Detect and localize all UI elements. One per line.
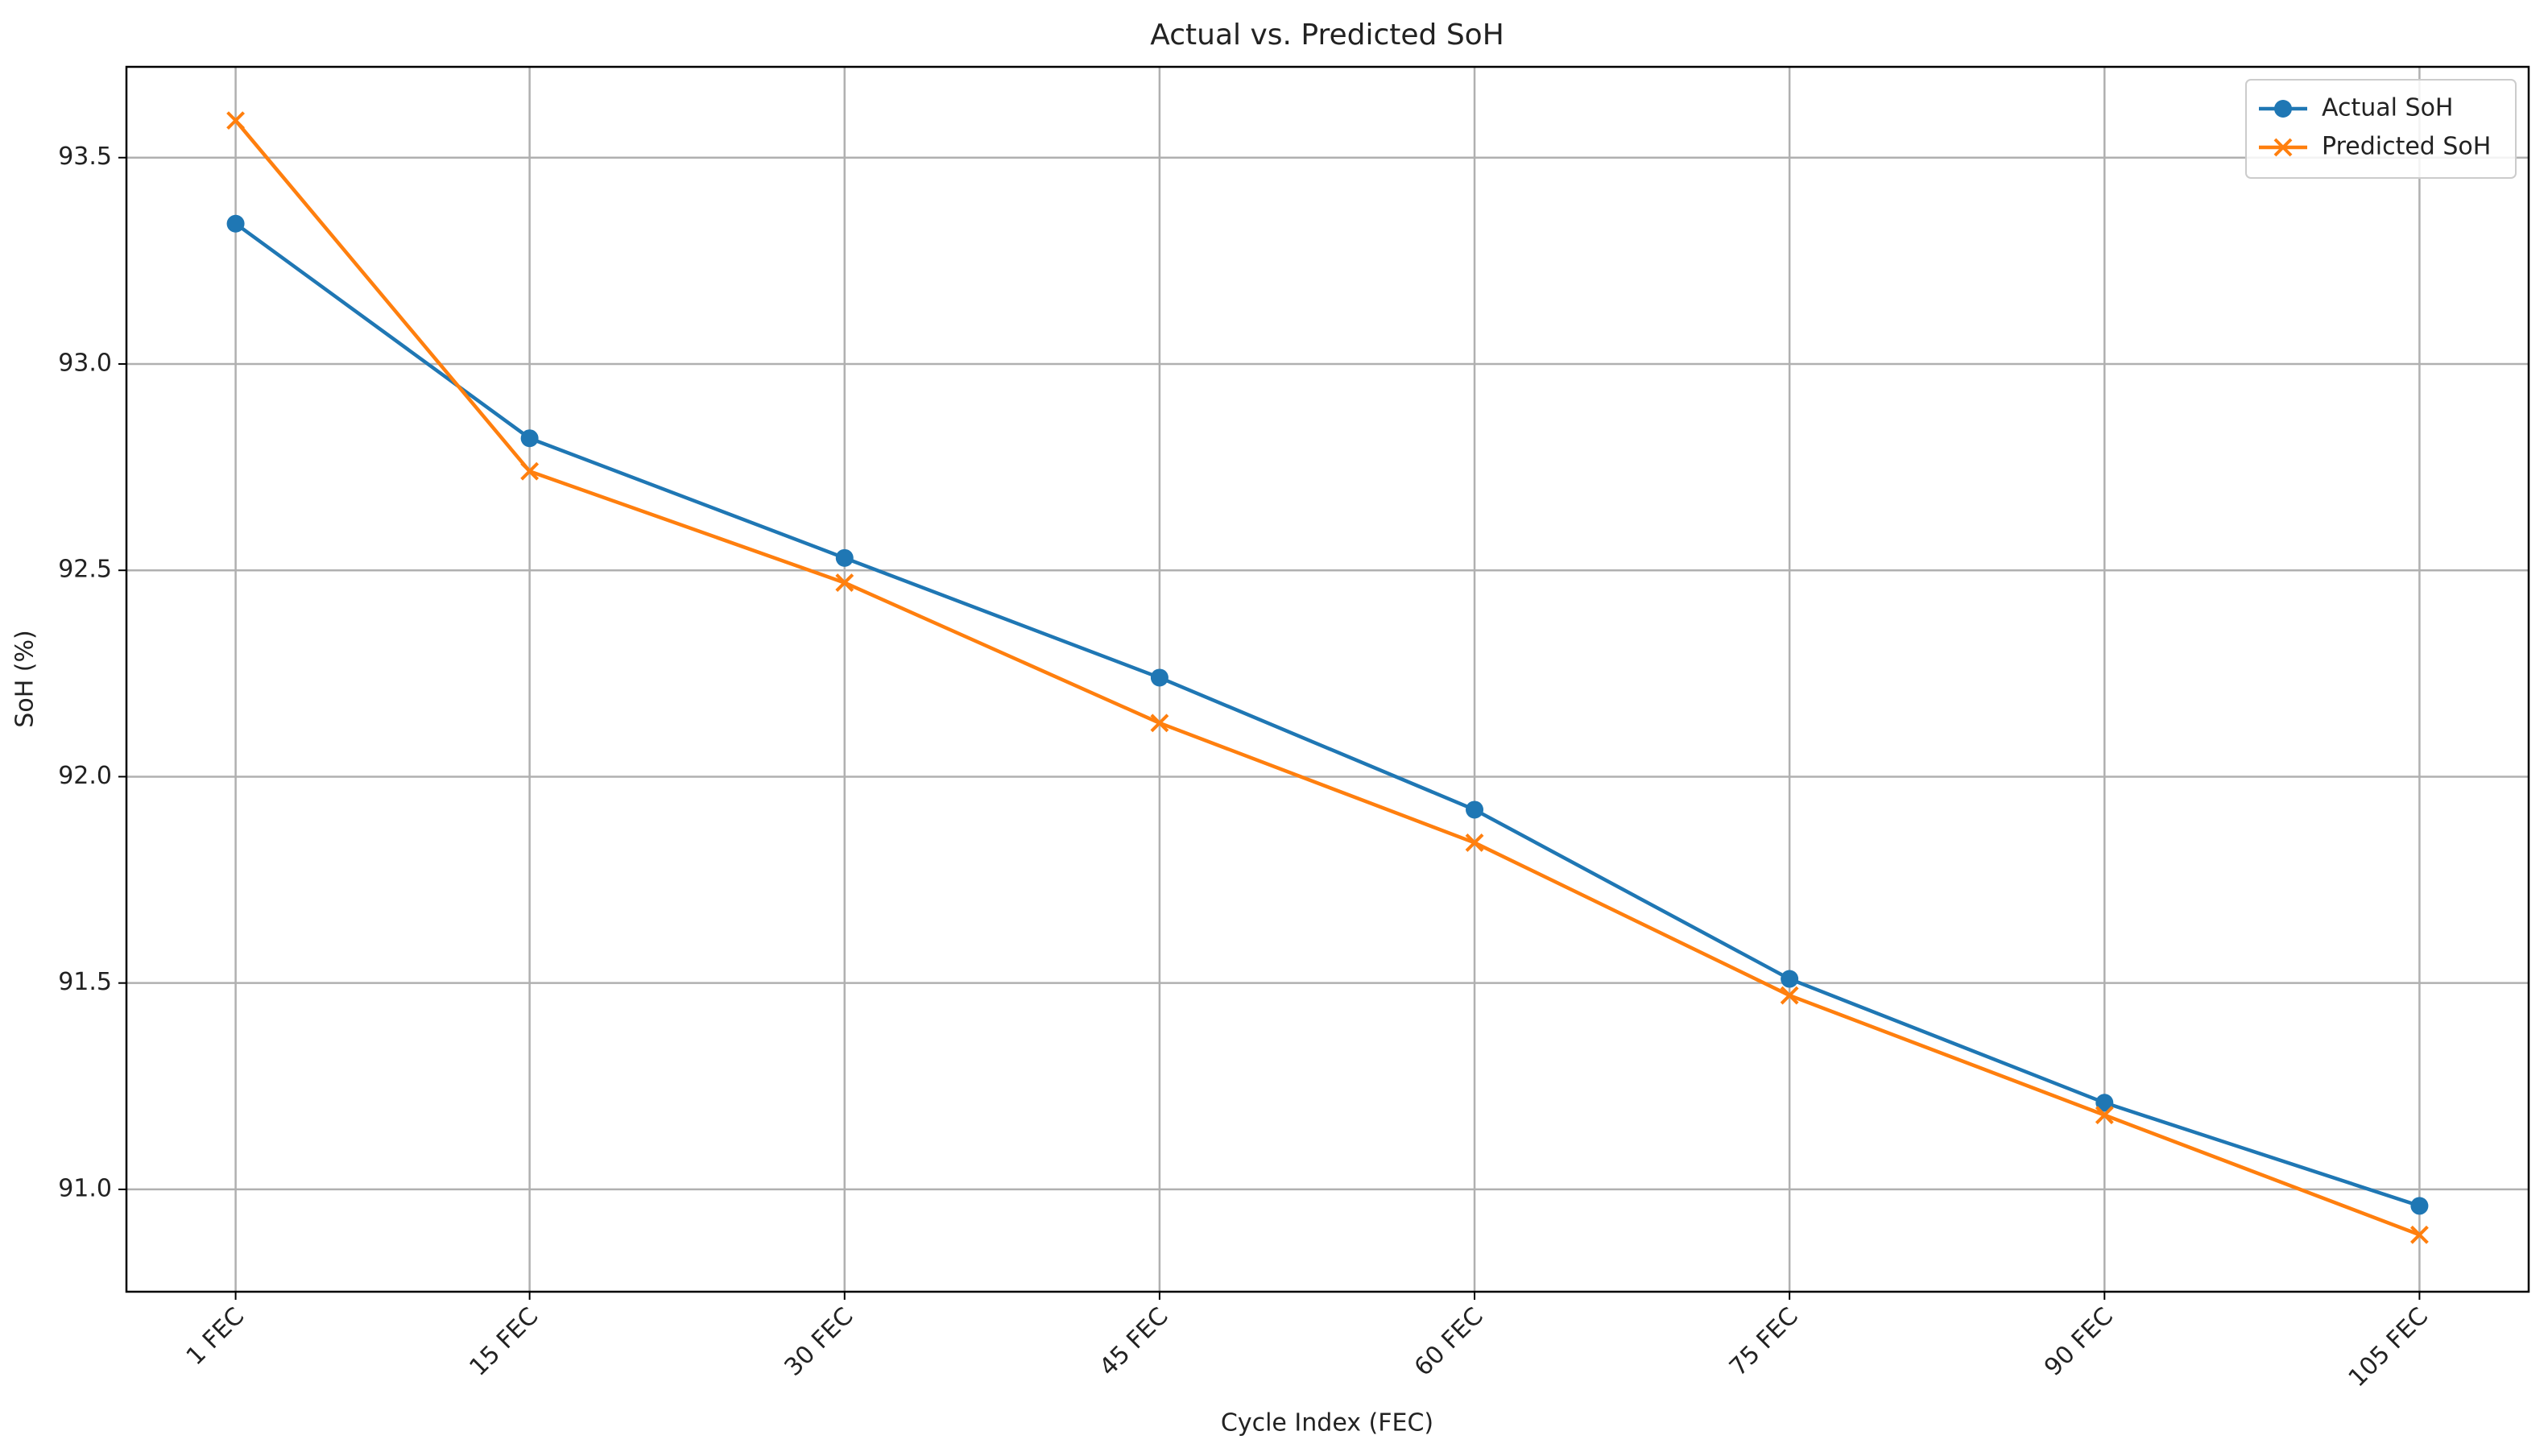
x-tick-label: 45 FEC: [1094, 1302, 1174, 1382]
marker: [226, 214, 245, 233]
legend-box: [2245, 79, 2517, 179]
y-tick-label: 91.0: [58, 1174, 112, 1202]
marker: [2273, 138, 2293, 157]
y-tick-label: 92.0: [58, 762, 112, 790]
marker: [520, 429, 539, 448]
marker: [1466, 800, 1484, 819]
marker: [1150, 668, 1169, 687]
marker: [2409, 1225, 2429, 1244]
marker: [1780, 986, 1799, 1005]
y-tick-label: 92.5: [58, 556, 112, 584]
x-axis-label: Cycle Index (FEC): [1221, 1409, 1433, 1437]
marker: [2095, 1106, 2114, 1125]
x-tick-label: 15 FEC: [464, 1302, 544, 1382]
y-tick-label: 91.5: [58, 968, 112, 996]
marker: [2410, 1197, 2429, 1215]
series-line: [234, 221, 2421, 1208]
chart-title: Actual vs. Predicted SoH: [1150, 19, 1504, 52]
legend: Actual SoH Predicted SoH: [2245, 79, 2517, 179]
x-tick-label: 1 FEC: [181, 1302, 250, 1371]
x-tick-label: 30 FEC: [780, 1302, 859, 1382]
series-line: [234, 119, 2421, 1237]
marker: [835, 548, 854, 567]
y-tick-label: 93.5: [58, 143, 112, 171]
marker: [226, 111, 246, 130]
x-tick-label: 75 FEC: [1724, 1302, 1804, 1382]
x-tick-label: 60 FEC: [1409, 1302, 1489, 1382]
legend-label: Actual SoH: [2322, 94, 2453, 122]
x-tick-label: 105 FEC: [2343, 1302, 2434, 1392]
marker: [2274, 100, 2292, 118]
legend-label: Predicted SoH: [2322, 133, 2491, 161]
plot-frame: [125, 65, 2530, 1293]
marker: [520, 461, 540, 481]
y-axis-label: SoH (%): [11, 630, 39, 727]
x-tick-label: 90 FEC: [2039, 1302, 2119, 1382]
marker: [1781, 970, 1799, 988]
marker: [1465, 833, 1484, 852]
marker: [835, 573, 854, 592]
marker: [2095, 1094, 2114, 1112]
y-tick-label: 93.0: [58, 349, 112, 377]
marker: [1150, 714, 1169, 733]
